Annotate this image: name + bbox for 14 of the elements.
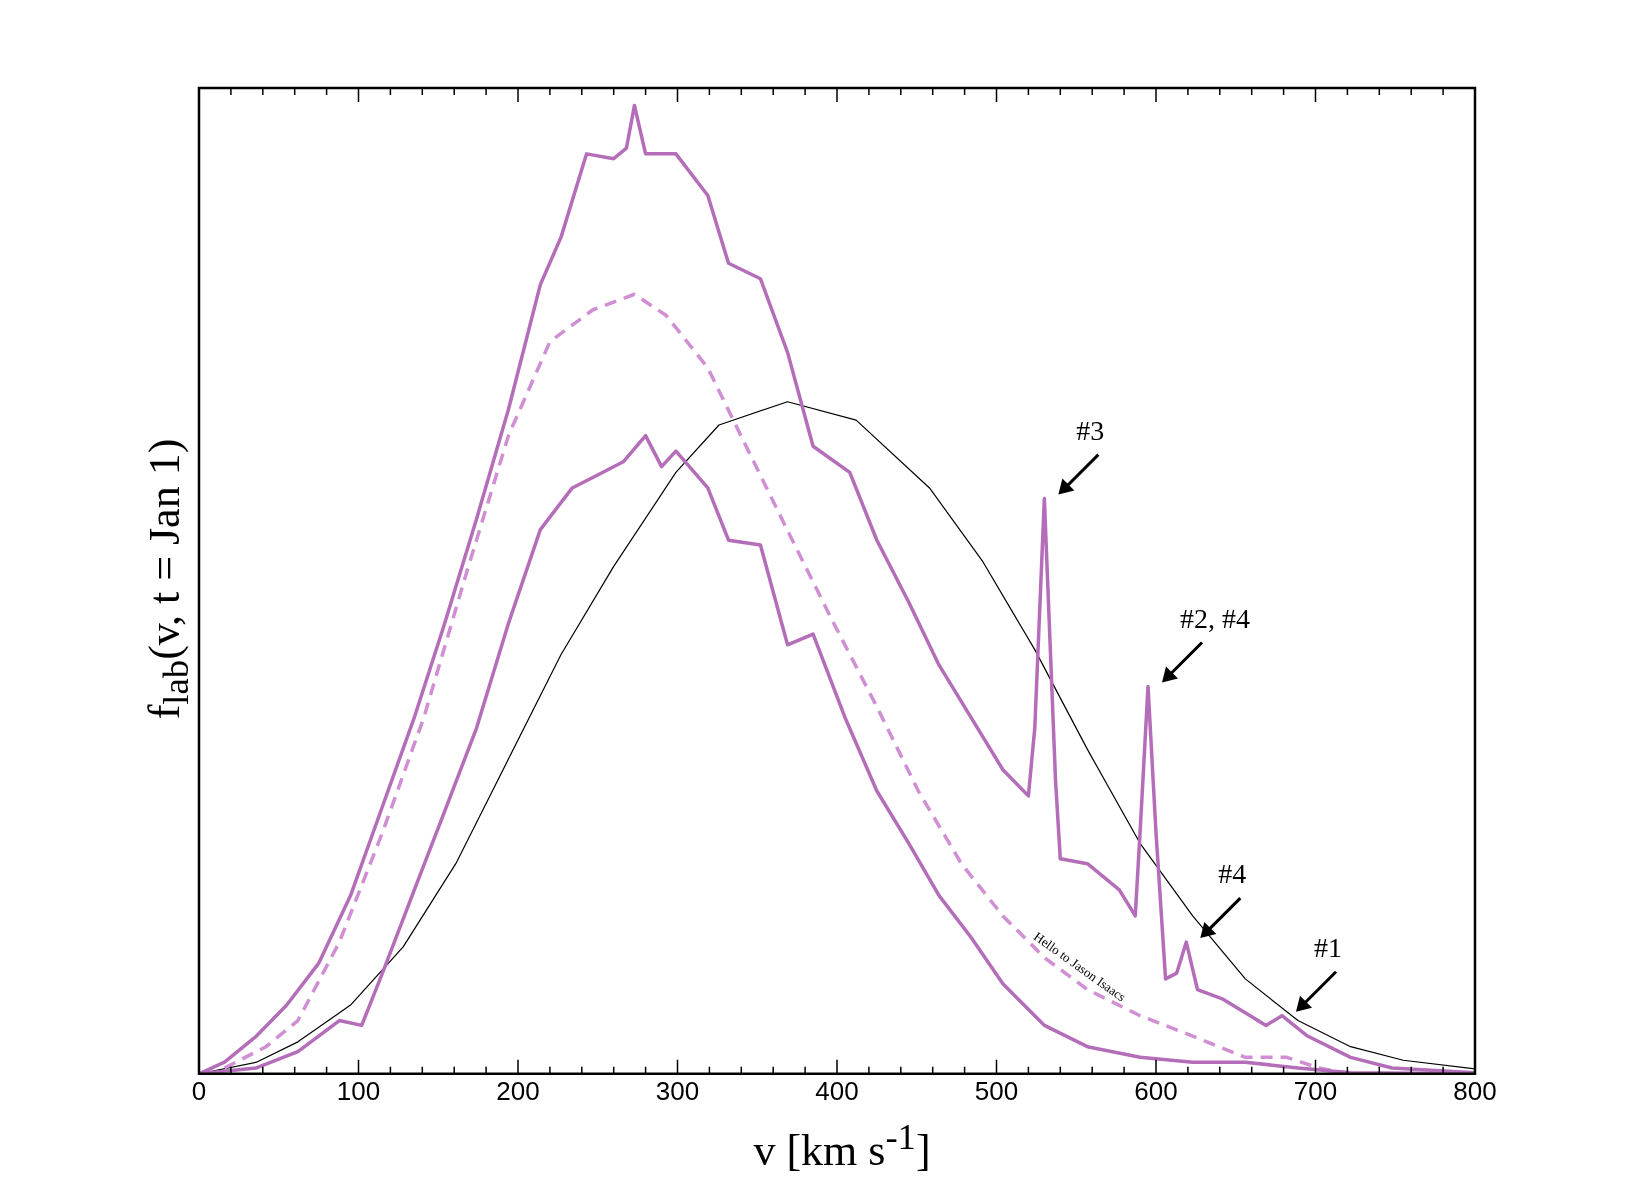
x-tick-label: 700	[1293, 1075, 1338, 1106]
x-tick-label: 100	[336, 1075, 381, 1106]
annotation: #1	[1314, 932, 1343, 964]
x-axis-title: v [km s$^{-1}$]	[753, 1115, 931, 1176]
x-tick-label: 200	[496, 1075, 540, 1106]
x-tick-label: 800	[1453, 1075, 1497, 1106]
x-tick-label: 400	[815, 1075, 859, 1106]
x-tick-label: 300	[655, 1075, 700, 1106]
annotation: #2, #4	[1180, 602, 1251, 634]
x-tick-label: 500	[974, 1075, 1019, 1106]
x-tick-label: 0	[191, 1075, 207, 1106]
x-tick-label: 600	[1134, 1075, 1178, 1106]
annotation: #4	[1218, 858, 1247, 890]
annotation: #3	[1076, 414, 1105, 446]
